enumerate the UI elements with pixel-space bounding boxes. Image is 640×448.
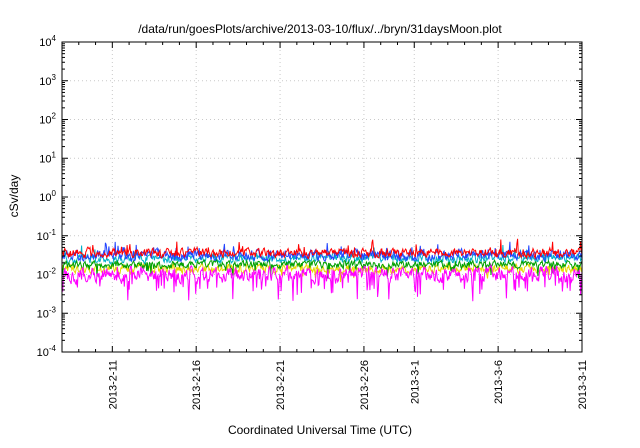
x-axis-label: Coordinated Universal Time (UTC) <box>227 423 413 437</box>
y-tick-label: 100 <box>39 189 56 204</box>
y-tick-label: 10-3 <box>37 305 57 320</box>
y-tick-label: 10-4 <box>37 344 57 359</box>
x-tick-label: 2013-3-1 <box>409 360 421 404</box>
y-tick-label: 10-2 <box>37 267 57 282</box>
series-green <box>61 258 583 279</box>
x-tick-label: 2013-2-16 <box>191 360 203 410</box>
y-tick-label: 10-1 <box>37 228 57 243</box>
x-tick-label: 2013-2-26 <box>359 360 371 410</box>
y-tick-label: 103 <box>39 73 56 88</box>
y-tick-label: 104 <box>39 34 56 49</box>
y-tick-label: 102 <box>39 112 56 127</box>
series-red <box>61 238 583 260</box>
x-tick-label: 2013-2-21 <box>275 360 287 410</box>
x-tick-label: 2013-2-11 <box>107 360 119 409</box>
y-tick-label: 101 <box>39 150 56 165</box>
x-tick-label: 2013-3-11 <box>577 360 589 409</box>
plot-title: /data/run/goesPlots/archive/2013-03-10/f… <box>138 22 502 36</box>
x-tick-label: 2013-3-6 <box>493 360 505 404</box>
series-magenta <box>61 263 583 302</box>
